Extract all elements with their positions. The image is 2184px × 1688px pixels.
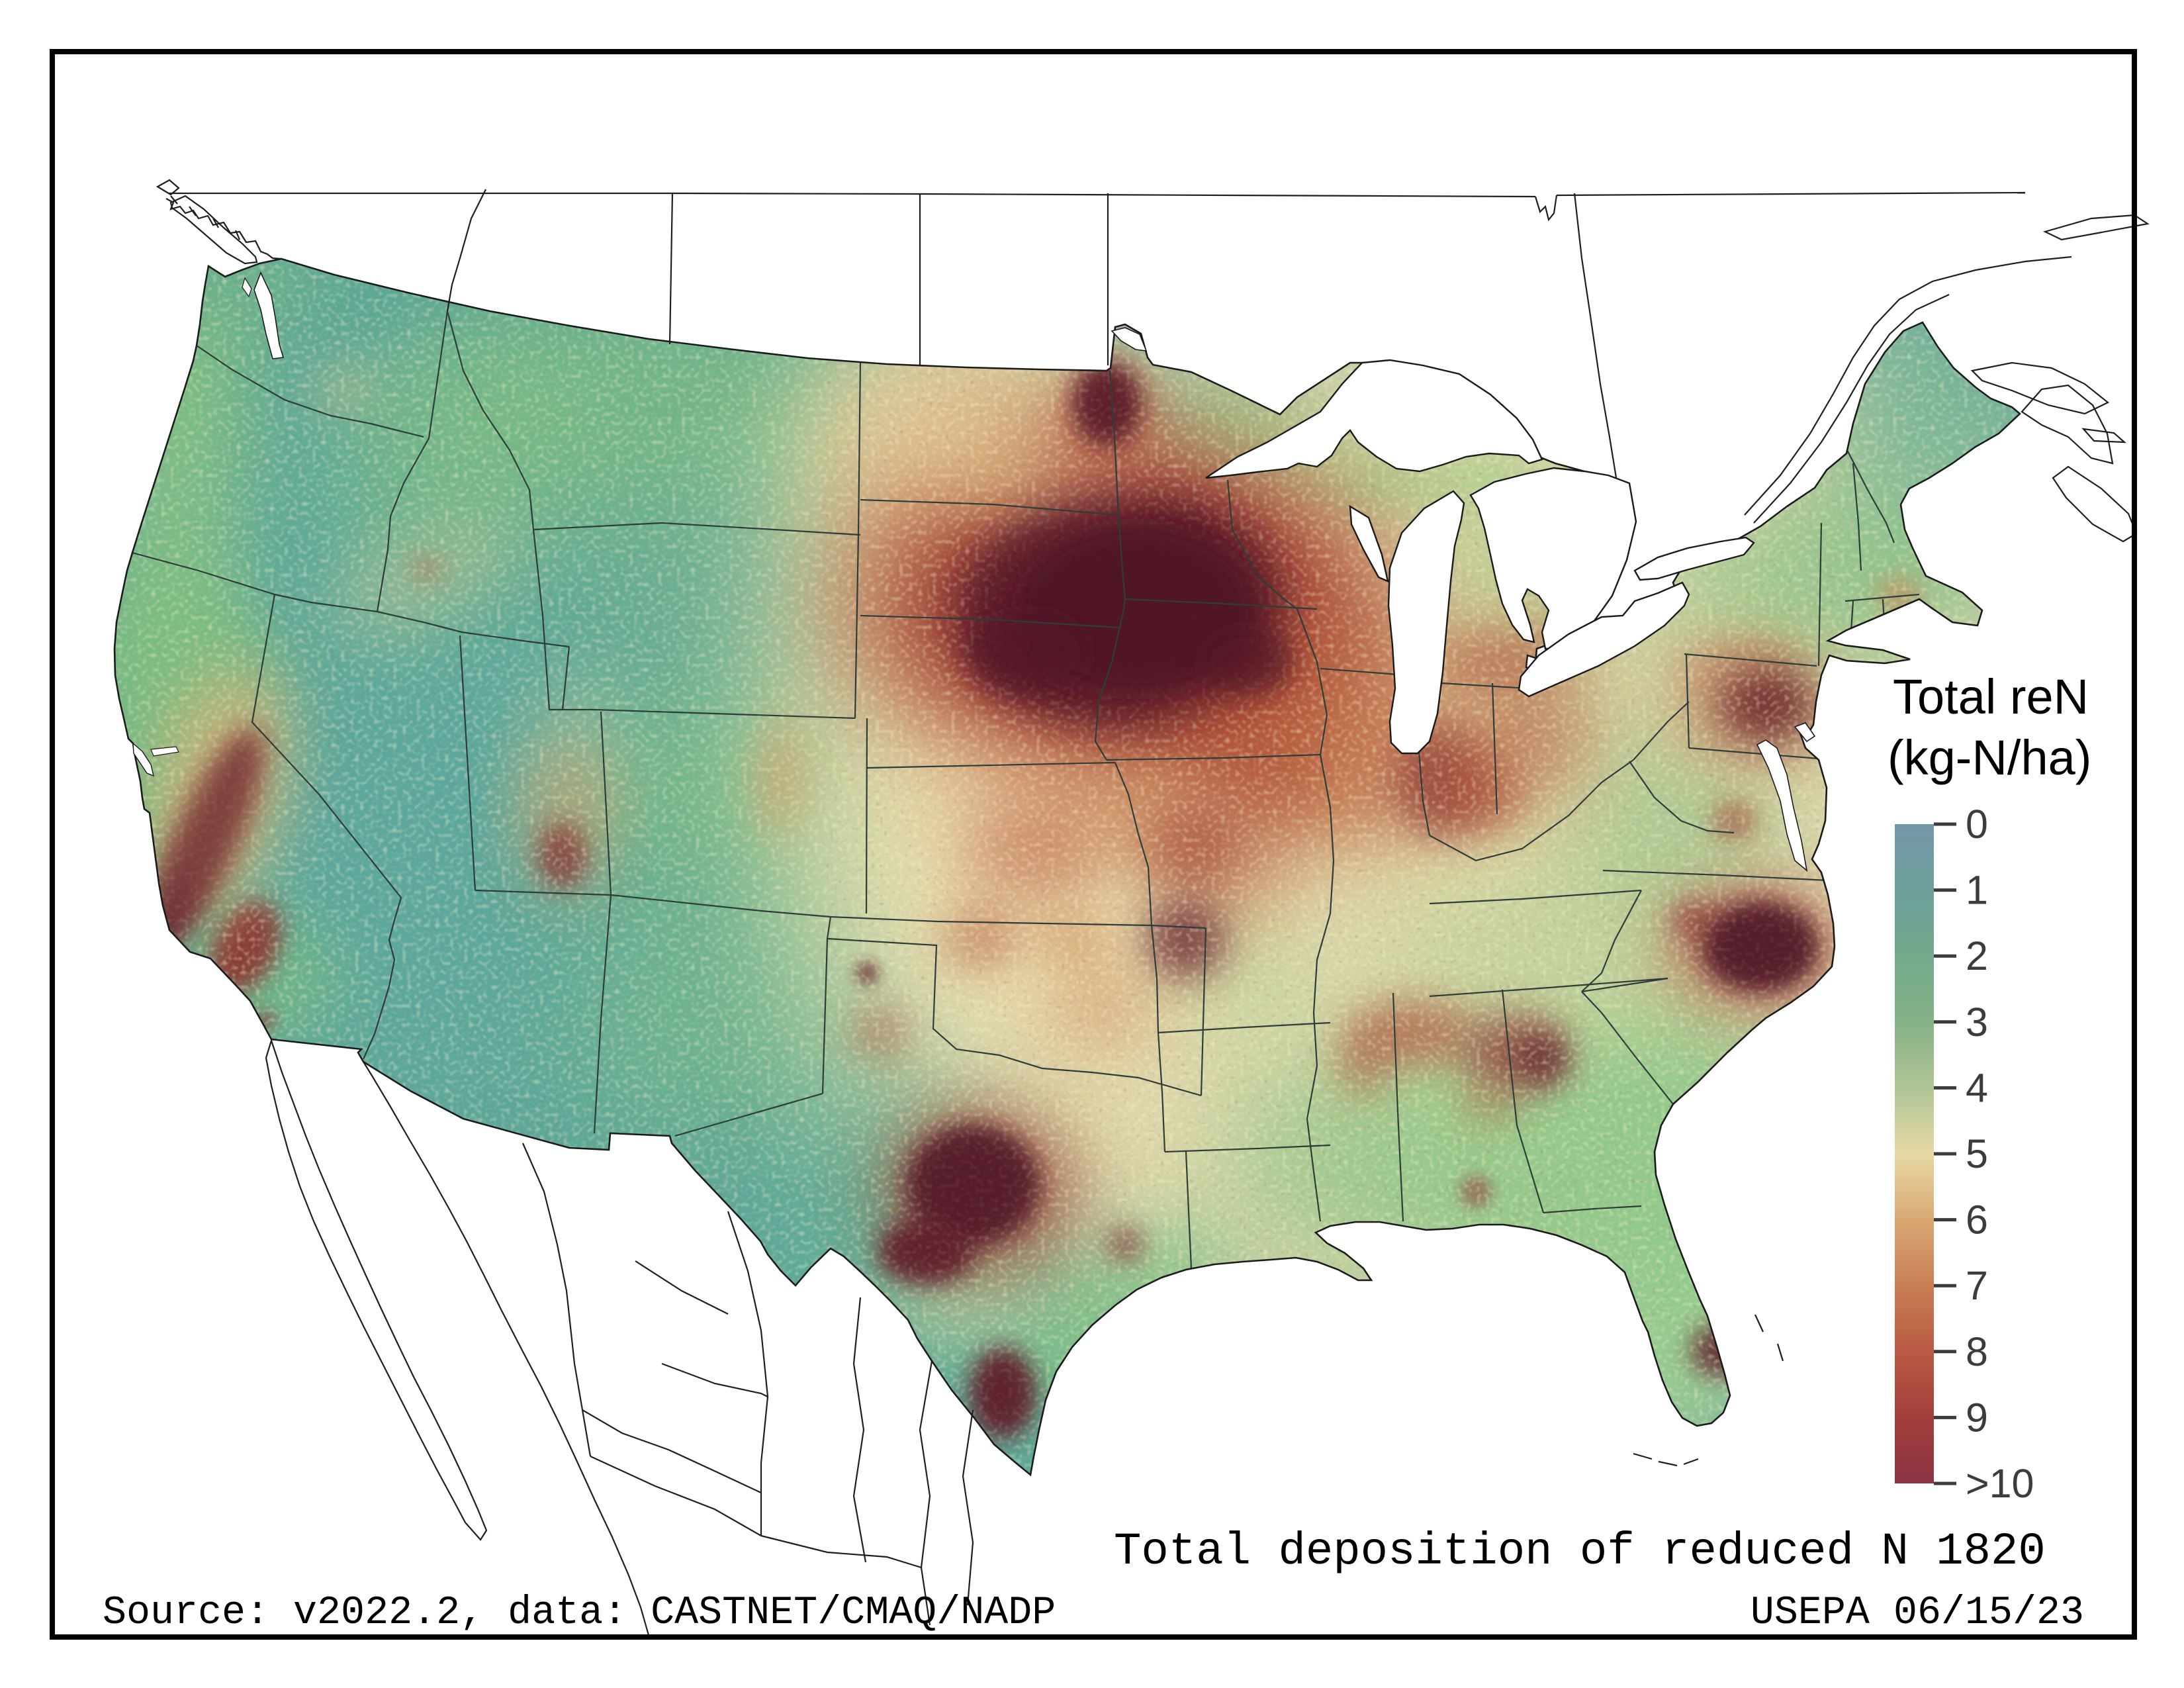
svg-text:0: 0 — [1966, 802, 1988, 847]
svg-text:3: 3 — [1966, 1000, 1988, 1045]
svg-text:5: 5 — [1966, 1131, 1988, 1176]
svg-text:Total reN: Total reN — [1893, 669, 2089, 724]
svg-text:6: 6 — [1966, 1197, 1988, 1243]
svg-text:>10: >10 — [1966, 1461, 2034, 1506]
svg-text:USEPA 06/15/23: USEPA 06/15/23 — [1751, 1591, 2084, 1636]
svg-text:2: 2 — [1966, 933, 1988, 978]
svg-text:Source: v2022.2, data: CASTNET: Source: v2022.2, data: CASTNET/CMAQ/NADP — [103, 1591, 1056, 1636]
svg-text:(kg-N/ha): (kg-N/ha) — [1888, 730, 2091, 785]
svg-text:4: 4 — [1966, 1065, 1988, 1110]
svg-text:8: 8 — [1966, 1329, 1988, 1374]
svg-text:Total deposition of reduced N: Total deposition of reduced N 1820 — [1114, 1526, 2046, 1577]
svg-text:9: 9 — [1966, 1395, 1988, 1440]
svg-text:7: 7 — [1966, 1263, 1988, 1308]
svg-text:1: 1 — [1966, 868, 1988, 913]
